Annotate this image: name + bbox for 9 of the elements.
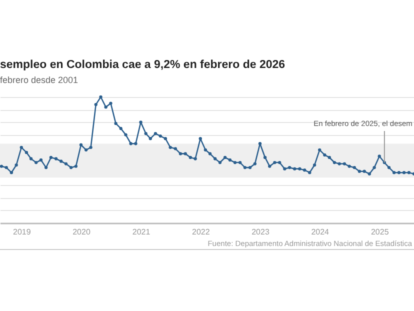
- x-tick-label: 2023: [252, 228, 270, 236]
- x-tick-label: 2020: [72, 228, 91, 236]
- x-tick-label: 2025: [370, 228, 390, 236]
- chart-title: sempleo en Colombia cae a 9,2% en febrero de 2026: [0, 59, 286, 71]
- x-tick-label: 2022: [192, 228, 210, 236]
- x-tick-label: 2021: [132, 228, 151, 236]
- x-tick-label: 2019: [12, 228, 32, 236]
- chart-subtitle: febrero desde 2001: [0, 75, 78, 85]
- x-tick-label: 2024: [311, 228, 330, 236]
